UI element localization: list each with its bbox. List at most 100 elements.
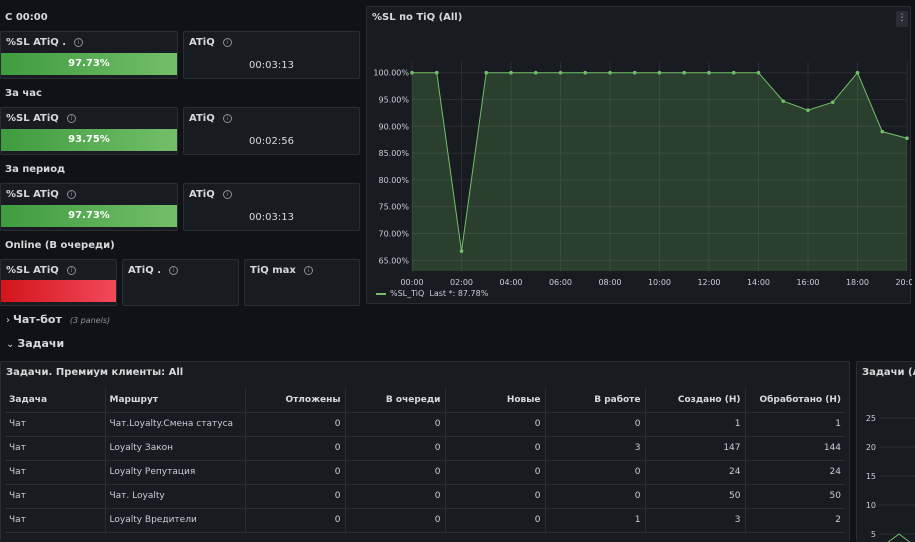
table-row[interactable]: Чат Loyalty Закон 0 0 0 3 147 144: [5, 436, 845, 461]
data-point: [632, 70, 637, 75]
info-icon[interactable]: i: [66, 266, 76, 275]
tasks-table: Задача Маршрут Отложены В очереди Новые В раб…: [5, 388, 845, 533]
data-point: [509, 70, 513, 75]
data-point: [608, 70, 612, 75]
column-header[interactable]: Новые: [444, 388, 545, 413]
info-icon[interactable]: i: [66, 114, 76, 123]
sl-since-midnight-panel[interactable]: %SL ATiQ . i 97.73%: [0, 31, 178, 79]
column-header[interactable]: В работе: [544, 388, 645, 413]
table-row[interactable]: Чат Loyalty Репутация 0 0 0 0 24 24: [5, 460, 845, 485]
chevron-down-icon: ⌄: [6, 339, 15, 350]
info-icon[interactable]: i: [74, 38, 84, 47]
tasks-table-panel[interactable]: Задачи. Премиум клиенты: All Задача Маршр…: [0, 361, 850, 542]
data-point: [459, 249, 464, 253]
atiq-value: 00:02:56: [249, 136, 294, 147]
y-tick-label: 90.00%: [378, 122, 409, 131]
x-tick-label: 06:00: [549, 278, 572, 287]
sl-gauge-bar: 97.73%: [1, 53, 177, 75]
table-cell: Чат: [5, 508, 105, 533]
table-cell: Чат: [5, 460, 105, 485]
sl-gauge-bar: 93.75%: [1, 129, 177, 151]
table-cell: 0: [344, 484, 445, 509]
table-row[interactable]: Чат Чат. Loyalty 0 0 0 0 50 50: [5, 484, 845, 509]
data-point: [707, 70, 711, 75]
info-icon[interactable]: i: [222, 190, 232, 199]
column-header[interactable]: Задача: [5, 388, 105, 413]
chatbot-row-title: Чат-бот: [13, 313, 62, 326]
tasks-row-header[interactable]: ⌄ Задачи: [6, 337, 64, 350]
x-tick-label: 18:00: [846, 278, 869, 287]
y-tick-label: 100.00%: [373, 69, 409, 78]
info-icon[interactable]: i: [222, 114, 232, 123]
sl-chart-panel[interactable]: %SL по TiQ (All) ⋮ 100.00% 95.00% 90.00% 85…: [366, 6, 912, 304]
table-cell: 1: [744, 412, 845, 437]
x-tick-label: 16:00: [796, 278, 819, 287]
atiq-online-panel[interactable]: ATiQ . i: [122, 259, 239, 306]
info-icon[interactable]: i: [169, 266, 178, 275]
table-cell: 0: [544, 412, 645, 437]
panel-title: %SL ATiQ: [6, 189, 59, 200]
table-cell: Чат: [5, 436, 105, 461]
atiq-period-panel[interactable]: ATiQ i 00:03:13: [183, 183, 360, 231]
column-header[interactable]: Обработано (Н): [744, 388, 845, 413]
atiq-since-midnight-panel[interactable]: ATiQ i 00:03:13: [183, 31, 360, 79]
chart-legend[interactable]: %SL_TiQ Last *: 87.78%: [376, 289, 488, 298]
data-point: [410, 70, 414, 75]
atiq-value: 00:03:13: [249, 212, 294, 223]
atiq-value: 00:03:13: [249, 60, 294, 71]
panel-title: ATiQ: [189, 113, 215, 124]
column-header[interactable]: Отложены: [244, 388, 345, 413]
data-point: [855, 70, 860, 75]
tiq-max-online-panel[interactable]: TiQ max i: [244, 259, 360, 306]
panel-title: ATiQ .: [128, 265, 161, 276]
info-icon[interactable]: i: [303, 266, 313, 275]
table-cell: 147: [644, 436, 745, 461]
data-point: [533, 70, 538, 75]
data-point: [905, 136, 909, 141]
row-title-period: За период: [5, 164, 66, 175]
table-cell: Loyalty Вредители: [104, 508, 245, 533]
table-cell: 0: [444, 412, 545, 437]
y-tick-label: 20: [866, 443, 876, 452]
table-cell: 24: [744, 460, 845, 485]
x-tick-label: 14:00: [747, 278, 770, 287]
chatbot-row-header[interactable]: › Чат-бот (3 panels): [6, 313, 110, 326]
y-tick-label: 25: [866, 414, 876, 423]
right-panel-title: Задачи (All): [862, 367, 915, 378]
tasks-all-panel[interactable]: Задачи (All) 25 20 15 10 5: [856, 361, 915, 542]
table-cell: Loyalty Закон: [104, 436, 245, 461]
tasks-all-chart[interactable]: 25 20 15 10 5: [857, 362, 915, 542]
row-title-since-midnight: С 00:00: [5, 12, 48, 23]
legend-last-value: Last *: 87.78%: [429, 289, 489, 298]
y-tick-label: 5: [871, 530, 876, 539]
column-header[interactable]: В очереди: [344, 388, 445, 413]
y-tick-label: 10: [866, 501, 876, 510]
sl-period-panel[interactable]: %SL ATiQ i 97.73%: [0, 183, 178, 231]
row-title-hour: За час: [5, 88, 42, 99]
table-cell: Чат: [5, 484, 105, 509]
vertical-dots-icon[interactable]: ⋮: [896, 11, 908, 27]
panel-title: %SL ATiQ .: [6, 37, 67, 48]
sl-online-panel[interactable]: %SL ATiQ i: [0, 259, 117, 306]
sl-hour-panel[interactable]: %SL ATiQ i 93.75%: [0, 107, 178, 155]
column-header[interactable]: Маршрут: [104, 388, 245, 413]
y-tick-label: 15: [866, 472, 876, 481]
info-icon[interactable]: i: [222, 38, 232, 47]
table-row[interactable]: Чат Чат.Loyalty.Смена статуса 0 0 0 0 1 1: [5, 412, 845, 437]
table-cell: 0: [244, 508, 345, 533]
table-cell: 0: [544, 484, 645, 509]
x-tick-label: 00:00: [400, 278, 423, 287]
data-point: [781, 99, 786, 103]
data-point: [558, 70, 563, 75]
table-cell: 3: [644, 508, 745, 533]
atiq-hour-panel[interactable]: ATiQ i 00:02:56: [183, 107, 360, 155]
table-cell: Чат.Loyalty.Смена статуса: [104, 412, 245, 437]
info-icon[interactable]: i: [66, 190, 76, 199]
x-tick-label: 02:00: [450, 278, 473, 287]
panel-title: ATiQ: [189, 37, 215, 48]
column-header[interactable]: Создано (Н): [644, 388, 745, 413]
sl-chart[interactable]: 100.00% 95.00% 90.00% 85.00% 80.00% 75.00% 70.…: [367, 7, 912, 303]
table-row[interactable]: Чат Loyalty Вредители 0 0 0 1 3 2: [5, 508, 845, 533]
data-point: [731, 70, 736, 75]
chevron-right-icon: ›: [6, 315, 10, 326]
